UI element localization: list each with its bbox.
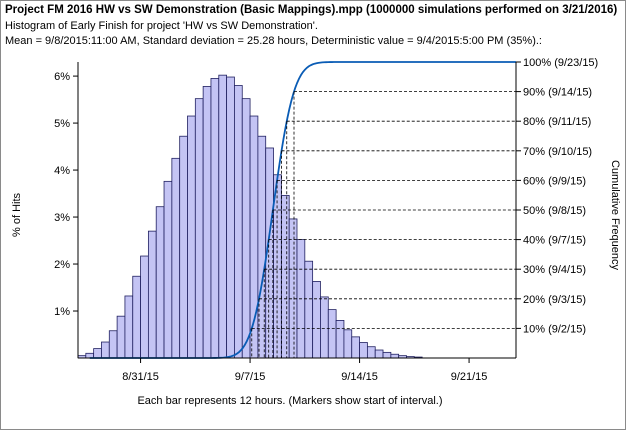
x-tick-label: 9/7/15 <box>235 371 266 383</box>
histogram-bar <box>147 230 157 359</box>
histogram-bar <box>390 353 400 359</box>
histogram-bar <box>155 206 165 359</box>
chart-subtitle: Histogram of Early Finish for project 'H… <box>5 20 318 32</box>
x-tick-label: 8/31/15 <box>122 371 159 383</box>
histogram-bar <box>366 346 376 359</box>
histogram-bar <box>320 296 329 359</box>
histogram-bar <box>312 281 321 359</box>
y2-tick-label: 70% (9/10/15) <box>523 146 592 158</box>
y-tick-label: 2% <box>54 259 70 271</box>
y2-tick-label: 10% (9/2/15) <box>523 323 586 335</box>
histogram-bar <box>202 86 212 359</box>
y2-tick-label: 80% (9/11/15) <box>523 116 591 128</box>
y2-tick-label: 50% (9/8/15) <box>523 205 586 217</box>
y-tick-label: 4% <box>54 165 70 177</box>
y2-tick-label: 90% (9/14/15) <box>523 87 592 99</box>
histogram-bar <box>187 115 196 359</box>
histogram-bar <box>218 74 228 359</box>
histogram-bar <box>343 329 353 359</box>
chart-stats: Mean = 9/8/2015:11:00 AM, Standard devia… <box>5 35 542 47</box>
y-tick-label: 5% <box>54 118 70 130</box>
histogram-bar <box>280 195 290 359</box>
y-axis-label: % of Hits <box>11 192 23 237</box>
histogram-bar <box>194 98 204 359</box>
x-tick-label: 9/21/15 <box>451 371 488 383</box>
chart-title: Project FM 2016 HW vs SW Demonstration (… <box>5 4 618 16</box>
histogram-bar <box>132 275 141 359</box>
histogram-bar <box>374 349 384 359</box>
y2-tick-label: 60% (9/9/15) <box>523 175 586 187</box>
histogram-bar <box>171 157 181 359</box>
x-tick-label: 9/14/15 <box>341 371 378 383</box>
y2-tick-label: 20% (9/3/15) <box>523 294 586 306</box>
y2-axis-label: Cumulative Frequency <box>609 160 621 271</box>
y-tick-label: 1% <box>54 306 70 318</box>
histogram-bar <box>140 255 149 359</box>
histogram-bar <box>108 330 118 359</box>
histogram-bar <box>351 336 360 359</box>
y-tick-label: 6% <box>54 71 70 83</box>
y-tick-label: 3% <box>54 212 70 224</box>
y2-tick-label: 40% (9/7/15) <box>523 235 586 247</box>
histogram-bar <box>101 341 110 359</box>
y2-tick-label: 100% (9/23/15) <box>523 57 598 69</box>
histogram-bar <box>327 309 337 359</box>
histogram-bar <box>359 342 368 359</box>
histogram-bar <box>179 135 188 359</box>
histogram-bar <box>116 315 126 359</box>
histogram-bar <box>93 348 102 359</box>
histogram-bar <box>210 78 220 359</box>
histogram-bar <box>124 295 134 359</box>
histogram-bar <box>335 320 345 359</box>
histogram-bar <box>234 85 243 359</box>
x-axis-label: Each bar represents 12 hours. (Markers s… <box>137 395 442 407</box>
histogram-bar <box>304 260 314 359</box>
histogram-bar <box>382 351 392 359</box>
histogram-bar <box>226 76 235 359</box>
histogram-bar <box>163 180 173 359</box>
y2-tick-label: 30% (9/4/15) <box>523 264 586 276</box>
histogram-bar <box>241 98 251 359</box>
